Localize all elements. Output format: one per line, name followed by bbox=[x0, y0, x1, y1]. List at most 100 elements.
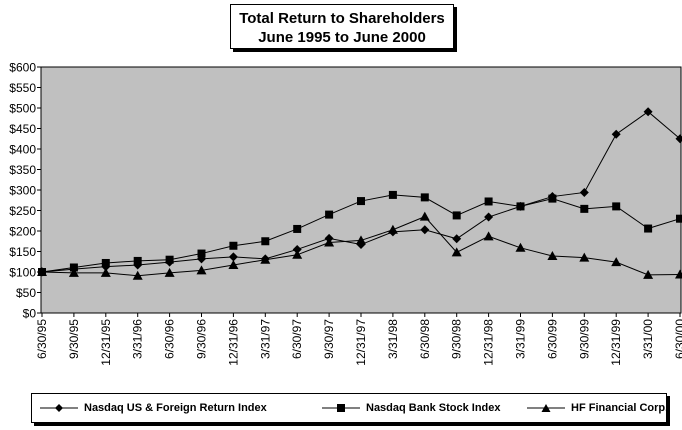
x-axis: 6/30/95 9/30/95 12/31/95 3/31/96 6/30/96 9/30… bbox=[35, 313, 682, 366]
data-point-square bbox=[420, 193, 429, 202]
data-point-square bbox=[229, 241, 238, 250]
data-point-diamond bbox=[579, 187, 589, 197]
x-tick-label: 9/30/96 bbox=[195, 319, 209, 359]
data-point-square bbox=[293, 224, 302, 233]
y-tick-label: $200 bbox=[9, 225, 36, 239]
data-point-triangle bbox=[356, 235, 366, 245]
x-tick-label: 12/31/98 bbox=[482, 319, 496, 366]
x-tick-label: 9/30/95 bbox=[67, 319, 81, 359]
x-tick-label: 6/30/00 bbox=[673, 319, 682, 359]
data-point-square bbox=[325, 210, 334, 219]
data-point-triangle bbox=[292, 249, 303, 259]
x-tick-label: 12/31/95 bbox=[99, 319, 113, 366]
data-point-triangle bbox=[100, 267, 111, 277]
x-tick-label: 3/31/00 bbox=[641, 319, 655, 359]
data-point-square bbox=[133, 256, 142, 265]
data-point-triangle bbox=[228, 260, 239, 270]
x-tick-label: 6/30/98 bbox=[418, 319, 432, 359]
data-point-diamond bbox=[420, 225, 430, 235]
y-tick-label: $50 bbox=[16, 286, 36, 300]
data-point-square bbox=[197, 249, 206, 258]
y-tick-label: $450 bbox=[9, 122, 36, 136]
x-tick-label: 12/31/96 bbox=[226, 319, 240, 366]
series-layer bbox=[37, 107, 682, 280]
data-point-square bbox=[165, 255, 174, 264]
y-tick-label: $250 bbox=[9, 204, 36, 218]
y-tick-label: $400 bbox=[9, 143, 36, 157]
y-tick-label: $500 bbox=[9, 102, 36, 116]
x-tick-label: 6/30/97 bbox=[290, 319, 304, 359]
data-point-triangle bbox=[483, 231, 494, 241]
legend-marker-diamond bbox=[40, 404, 78, 412]
legend-marker-square bbox=[322, 404, 360, 412]
data-point-triangle bbox=[196, 265, 207, 275]
data-point-square bbox=[101, 258, 110, 267]
x-tick-label: 3/31/99 bbox=[514, 319, 528, 359]
data-point-triangle bbox=[515, 242, 526, 252]
x-tick-label: 6/30/95 bbox=[35, 319, 49, 359]
legend-item-nasdaq-us-foreign: Nasdaq US & Foreign Return Index bbox=[40, 402, 267, 414]
legend-label: Nasdaq US & Foreign Return Index bbox=[84, 402, 267, 414]
data-point-square bbox=[580, 204, 589, 213]
data-point-square bbox=[612, 202, 621, 211]
data-point-square bbox=[357, 197, 365, 206]
x-tick-label: 6/30/99 bbox=[545, 319, 559, 359]
data-point-diamond bbox=[643, 107, 653, 117]
y-tick-label: $350 bbox=[9, 163, 36, 177]
legend-label: Nasdaq Bank Stock Index bbox=[366, 402, 501, 414]
data-point-diamond bbox=[611, 129, 621, 139]
y-tick-label: $100 bbox=[9, 266, 36, 280]
data-point-diamond bbox=[675, 134, 682, 144]
data-point-square bbox=[261, 237, 270, 246]
data-point-diamond bbox=[228, 252, 238, 262]
legend-item-nasdaq-bank: Nasdaq Bank Stock Index bbox=[322, 402, 501, 414]
data-point-square bbox=[484, 197, 493, 206]
legend-marker-triangle bbox=[527, 404, 565, 412]
data-point-square bbox=[644, 224, 653, 233]
x-tick-label: 12/31/99 bbox=[609, 319, 623, 366]
data-point-square bbox=[69, 263, 78, 272]
data-point-square bbox=[548, 194, 557, 203]
data-point-triangle bbox=[675, 269, 682, 279]
data-point-triangle bbox=[419, 211, 430, 221]
chart-title-box: Total Return to Shareholders June 1995 t… bbox=[230, 4, 454, 49]
legend-label: HF Financial Corp. bbox=[571, 402, 669, 414]
data-point-triangle bbox=[260, 254, 271, 264]
legend: Nasdaq US & Foreign Return Index Nasdaq … bbox=[31, 393, 668, 423]
x-tick-label: 9/30/99 bbox=[577, 319, 591, 359]
y-axis: $0 $50 $100 $150 $200 $250 $300 $350 $400 $450 $50… bbox=[9, 61, 41, 321]
legend-item-hf-financial: HF Financial Corp. bbox=[527, 402, 668, 414]
data-point-square bbox=[516, 202, 525, 211]
x-tick-label: 9/30/97 bbox=[322, 319, 336, 359]
x-tick-label: 3/31/97 bbox=[258, 319, 272, 359]
data-point-diamond bbox=[452, 234, 462, 244]
x-tick-label: 6/30/96 bbox=[163, 319, 177, 359]
y-tick-label: $0 bbox=[23, 307, 37, 321]
data-point-triangle bbox=[132, 270, 143, 280]
data-point-triangle bbox=[387, 224, 398, 234]
y-tick-label: $150 bbox=[9, 245, 36, 259]
x-tick-label: 3/31/98 bbox=[386, 319, 400, 359]
data-point-triangle bbox=[324, 237, 335, 247]
data-point-triangle bbox=[68, 267, 79, 277]
x-tick-label: 3/31/96 bbox=[131, 319, 145, 359]
chart-subtitle: June 1995 to June 2000 bbox=[258, 29, 426, 46]
y-tick-label: $550 bbox=[9, 81, 36, 95]
x-tick-label: 12/31/97 bbox=[354, 319, 368, 366]
chart-title: Total Return to Shareholders bbox=[239, 10, 445, 27]
data-point-triangle bbox=[547, 251, 558, 261]
plot-area bbox=[40, 66, 682, 314]
data-point-triangle bbox=[579, 252, 590, 262]
data-point-square bbox=[676, 214, 682, 223]
data-point-square bbox=[388, 190, 397, 199]
data-point-diamond bbox=[484, 212, 494, 222]
y-tick-label: $600 bbox=[9, 61, 36, 75]
data-point-triangle bbox=[164, 267, 175, 277]
data-point-triangle bbox=[643, 269, 654, 279]
data-point-diamond bbox=[292, 244, 302, 254]
y-tick-label: $300 bbox=[9, 184, 36, 198]
data-point-square bbox=[452, 211, 461, 220]
data-point-triangle bbox=[37, 267, 47, 276]
x-tick-label: 9/30/98 bbox=[450, 319, 464, 359]
